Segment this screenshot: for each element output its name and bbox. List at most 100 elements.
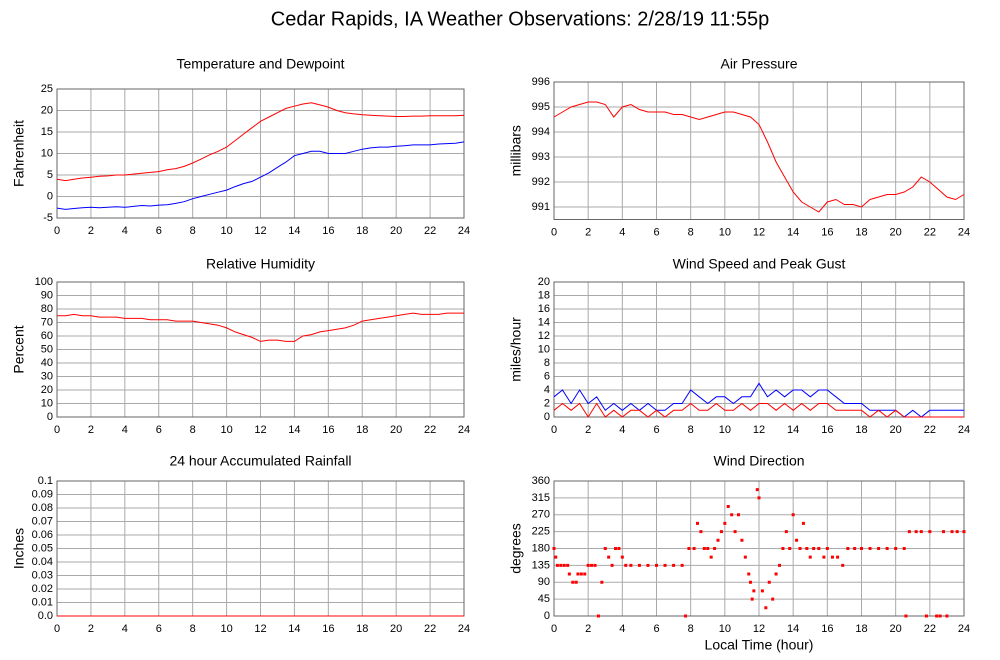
chart-title: Wind Direction [713,453,804,469]
y-tick-label: 992 [532,176,550,188]
y-tick-label: 4 [544,384,550,396]
x-tick-label: 8 [190,424,196,436]
data-point [737,513,740,517]
chart-title: Relative Humidity [206,256,315,272]
y-tick-label: 135 [532,559,550,571]
data-point [902,547,906,550]
data-point [713,547,717,550]
y-tick-label: 0.09 [32,488,53,500]
x-tick-label: 18 [356,424,368,436]
data-point [825,547,829,550]
data-point [928,530,932,534]
x-tick-label: 16 [322,623,334,635]
x-tick-label: 14 [787,226,799,238]
y-tick-label: 45 [538,593,550,605]
x-tick-label: 8 [688,623,694,635]
data-point [757,496,761,500]
x-tick-label: 8 [688,226,694,238]
data-point [853,547,857,550]
y-tick-label: 20 [538,276,550,288]
x-tick-label: 0 [551,226,557,238]
x-tick-label: 0 [54,424,60,436]
y-tick-label: 60 [41,330,53,342]
data-point [846,547,850,550]
y-tick-label: 0 [47,411,53,423]
data-point [607,555,611,559]
y-tick-label: 10 [41,147,53,159]
data-point [702,547,706,550]
data-point [778,563,781,567]
data-point [805,547,809,550]
data-line [56,102,465,182]
x-tick-label: 2 [88,623,94,635]
y-tick-label: 0.0 [38,610,53,622]
y-axis-label: degrees [508,523,524,574]
y-axis-label: millibars [508,125,524,176]
x-tick-label: 24 [458,424,470,436]
x-tick-label: 12 [254,225,266,237]
x-tick-label: 20 [890,226,902,238]
data-point [552,547,556,550]
y-tick-label: 100 [35,276,53,288]
data-point [860,547,863,550]
x-axis-label: Local Time (hour) [705,637,814,653]
data-point [760,589,764,593]
x-tick-label: 0 [54,225,60,237]
data-point [774,572,778,576]
data-point [646,563,650,567]
data-point [559,563,563,567]
x-tick-label: 12 [753,226,765,238]
y-tick-label: 18 [538,289,550,301]
data-point [764,606,768,610]
data-point [817,547,821,550]
data-point [795,538,799,542]
data-point [935,614,939,618]
x-tick-label: 16 [821,623,833,635]
x-tick-label: 2 [88,225,94,237]
y-tick-label: 0.1 [38,475,53,487]
y-tick-label: 0 [544,610,550,622]
y-tick-label: 10 [538,343,550,355]
data-point [841,563,845,567]
data-point [603,547,607,550]
data-point [562,563,566,567]
data-point [868,547,872,550]
x-tick-label: 22 [924,623,936,635]
data-point [726,505,730,508]
x-tick-label: 4 [122,225,128,237]
y-tick-label: 12 [538,330,550,342]
data-point [706,547,710,550]
x-tick-label: 6 [156,225,162,237]
data-point [771,597,775,601]
data-point [586,563,590,567]
data-line [553,402,964,418]
x-tick-label: 16 [821,226,833,238]
data-point [567,572,571,576]
x-tick-label: 20 [390,424,402,436]
data-point [620,555,624,559]
data-point [579,572,583,576]
data-point [637,563,641,567]
x-tick-label: 6 [156,623,162,635]
y-tick-label: 270 [532,509,550,521]
plot-frame [553,81,965,220]
data-point [733,530,737,534]
data-point [730,513,734,517]
chart-title: Temperature and Dewpoint [176,56,344,72]
x-tick-label: 2 [585,226,591,238]
data-point [784,530,788,534]
plot-frame [56,88,465,219]
data-point [699,530,703,534]
data-point [907,530,911,534]
x-tick-label: 18 [855,623,867,635]
x-tick-label: 2 [88,424,94,436]
x-tick-label: 4 [122,424,128,436]
x-tick-label: 24 [958,623,970,635]
data-point [684,614,688,618]
y-tick-label: 0.06 [32,529,53,541]
y-tick-label: 6 [544,370,550,382]
x-tick-label: 10 [220,225,232,237]
x-tick-label: 14 [787,623,799,635]
data-point [687,547,691,550]
